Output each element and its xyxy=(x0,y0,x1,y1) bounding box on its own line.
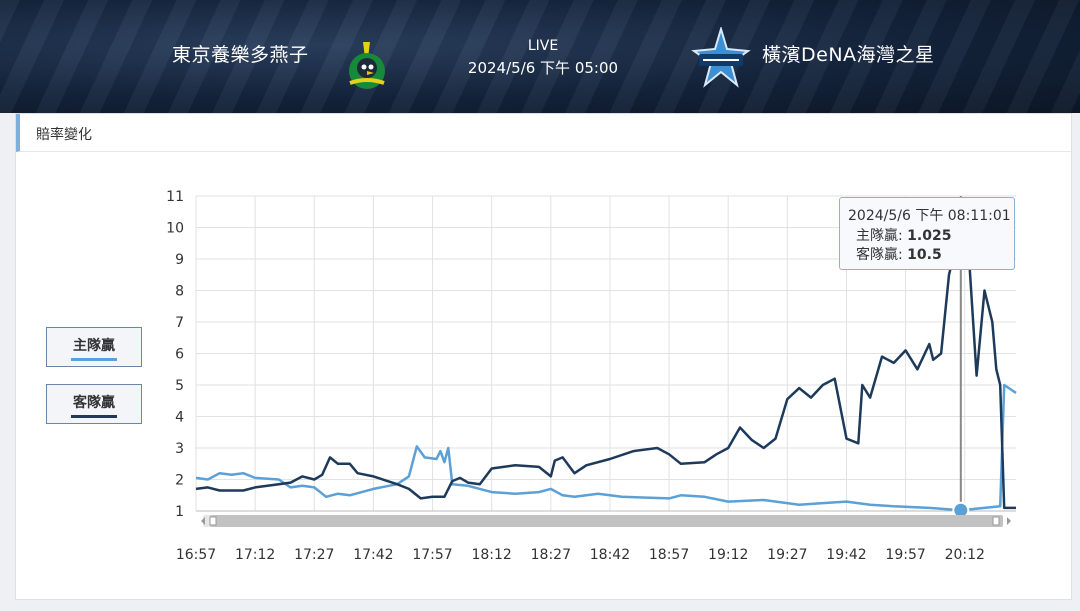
x-tick-label: 19:42 xyxy=(826,547,866,563)
baystars-logo-icon xyxy=(691,27,751,88)
tooltip-home-label: 主隊贏: xyxy=(856,228,908,244)
match-header: 東京養樂多燕子 LIVE 2024/5/6 下午 05:00 橫濱DeNA海灣之… xyxy=(0,0,1080,113)
x-tick-label: 17:42 xyxy=(353,547,393,563)
home-team-name: 東京養樂多燕子 xyxy=(172,44,309,66)
y-tick-label: 10 xyxy=(166,221,184,237)
away-team-name: 橫濱DeNA海灣之星 xyxy=(762,44,935,66)
legend-home-win-button[interactable]: 主隊贏 xyxy=(46,327,142,367)
chart-series xyxy=(195,210,1017,512)
tooltip-away-row: 客隊贏: 10.5 xyxy=(856,244,942,264)
legend-home-win-label: 主隊贏 xyxy=(73,338,115,354)
tooltip-away-value: 10.5 xyxy=(907,247,942,263)
y-tick-label: 2 xyxy=(175,473,184,489)
y-tick-label: 6 xyxy=(175,347,184,363)
y-tick-label: 1 xyxy=(175,504,184,520)
legend-away-win-button[interactable]: 客隊贏 xyxy=(46,384,142,424)
x-tick-label: 17:57 xyxy=(412,547,452,563)
scroll-right-arrow-icon xyxy=(1007,517,1011,525)
x-tick-label: 20:12 xyxy=(945,547,985,563)
y-tick-label: 8 xyxy=(175,284,184,300)
y-axis-ticks: 1 2 3 4 5 6 7 8 9 10 11 xyxy=(166,189,184,520)
legend-away-win-line xyxy=(71,415,117,418)
scrollbar-handle-right xyxy=(992,516,1000,526)
x-tick-label: 16:57 xyxy=(176,547,216,563)
series-line-away-win xyxy=(195,210,1016,510)
x-tick-label: 18:27 xyxy=(531,547,571,563)
panel-header: 賠率變化 xyxy=(16,114,1071,152)
tooltip-datetime: 2024/5/6 下午 08:11:01 xyxy=(848,208,1011,224)
x-tick-label: 18:57 xyxy=(649,547,689,563)
chart-tooltip: 2024/5/6 下午 08:11:01 主隊贏: 1.025 客隊贏: 10.… xyxy=(839,197,1015,270)
y-tick-label: 9 xyxy=(175,252,184,268)
scroll-left-arrow-icon xyxy=(201,517,205,525)
match-datetime: 2024/5/6 下午 05:00 xyxy=(467,59,619,77)
x-tick-label: 18:42 xyxy=(590,547,630,563)
swallows-logo-icon xyxy=(349,42,385,89)
x-tick-label: 19:12 xyxy=(708,547,748,563)
y-tick-label: 11 xyxy=(166,189,184,205)
match-status: LIVE 2024/5/6 下午 05:00 xyxy=(420,38,666,78)
scrollbar-handle-left xyxy=(209,516,217,526)
x-tick-label: 19:57 xyxy=(885,547,925,563)
live-label: LIVE xyxy=(527,38,559,54)
series-line-home-win xyxy=(195,383,1017,512)
scrollbar-thumb xyxy=(210,515,1003,527)
x-tick-label: 19:27 xyxy=(767,547,807,563)
legend-away-win-label: 客隊贏 xyxy=(73,395,115,411)
header-background xyxy=(0,0,1080,113)
y-tick-label: 5 xyxy=(175,378,184,394)
y-tick-label: 7 xyxy=(175,315,184,331)
tooltip-home-value: 1.025 xyxy=(907,228,952,244)
tooltip-home-row: 主隊贏: 1.025 xyxy=(856,225,951,245)
y-tick-label: 4 xyxy=(175,410,184,426)
tooltip-away-label: 客隊贏: xyxy=(856,247,908,263)
x-tick-label: 18:12 xyxy=(471,547,511,563)
chart-scrollbar xyxy=(201,515,1011,527)
panel-title: 賠率變化 xyxy=(36,127,92,143)
x-tick-label: 17:27 xyxy=(294,547,334,563)
x-axis-ticks: 16:57 17:12 17:27 17:42 17:57 18:12 18:27 18:42… xyxy=(176,547,985,563)
x-tick-label: 17:12 xyxy=(235,547,275,563)
y-tick-label: 3 xyxy=(175,441,184,457)
legend-home-win-line xyxy=(71,358,117,361)
